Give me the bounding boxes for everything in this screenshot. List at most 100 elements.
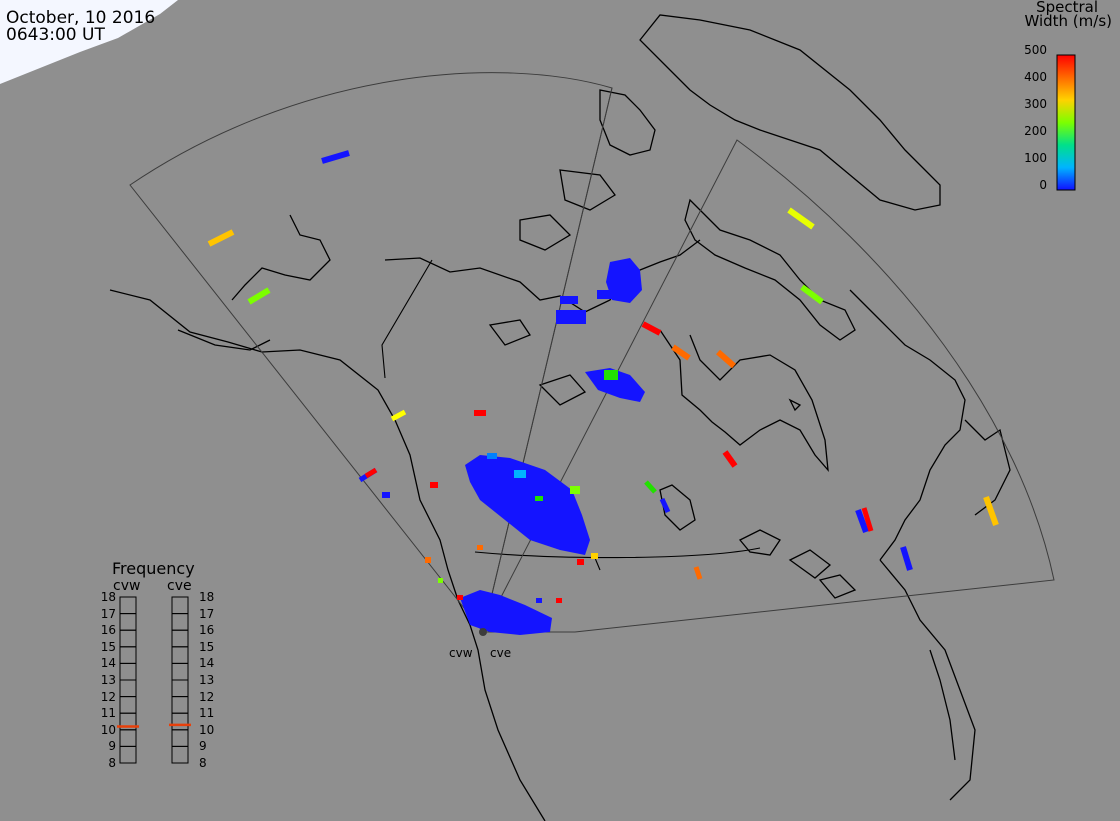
- freq-level-label: 11: [100, 706, 116, 721]
- echo-streak: [247, 287, 271, 305]
- radar-fov: [129, 72, 1055, 633]
- radar-site-cve-label: cve: [490, 646, 512, 660]
- colorbar-tick-label: 300: [1024, 97, 1047, 111]
- echo-streak: [671, 344, 691, 361]
- echo-streak: [641, 321, 662, 336]
- echo-streak: [364, 467, 378, 479]
- echo-cell: [536, 598, 542, 603]
- freq-cell-cve: [171, 745, 189, 764]
- echo-cell: [570, 486, 580, 494]
- echo-streak: [900, 546, 913, 571]
- echo-streak: [644, 480, 657, 494]
- freq-level-label: 11: [199, 706, 215, 721]
- freq-level-label: 8: [108, 756, 116, 770]
- freq-cell-cve: [171, 596, 189, 615]
- freq-level-label: 15: [199, 639, 215, 654]
- echo-cell: [474, 410, 486, 416]
- echo-cell: [477, 545, 483, 550]
- freq-cell-cve: [171, 662, 189, 681]
- echo-cell: [457, 595, 463, 600]
- echo-patch-mid: [585, 368, 645, 402]
- colorbar-tick-label: 0: [1039, 178, 1047, 192]
- echo-streak: [855, 508, 869, 534]
- freq-level-label: 9: [108, 739, 116, 754]
- date-label: October, 10 2016: [6, 8, 156, 28]
- freq-cell-cve: [171, 629, 189, 648]
- freq-cell-cve: [171, 613, 189, 631]
- freq-radar-cvw-label: cvw: [113, 578, 141, 594]
- radar-echoes: [207, 150, 999, 635]
- borders: [381, 259, 761, 571]
- echo-streak: [716, 349, 736, 369]
- freq-level-label: 17: [100, 606, 116, 621]
- echo-cell: [591, 553, 598, 559]
- echo-cell: [487, 453, 497, 459]
- frequency-panel: [117, 596, 191, 764]
- radar-site-marker: [479, 628, 487, 636]
- freq-cell-cvw: [119, 696, 137, 714]
- freq-cell-cve: [171, 679, 189, 698]
- echo-streak: [321, 150, 350, 164]
- freq-cell-cve: [171, 712, 189, 731]
- freq-level-label: 16: [100, 623, 116, 638]
- freq-cell-cvw: [119, 596, 137, 615]
- echo-cell: [514, 470, 526, 478]
- echo-cell: [382, 492, 390, 498]
- freq-cell-cvw: [119, 745, 137, 764]
- frequency-title: Frequency: [112, 559, 195, 578]
- freq-cell-cvw: [119, 629, 137, 648]
- freq-cell-cve: [171, 696, 189, 714]
- freq-cell-cve: [171, 646, 189, 664]
- echo-streak: [693, 566, 703, 580]
- echo-streak: [787, 207, 815, 230]
- freq-level-label: 13: [100, 673, 116, 687]
- freq-level-label: 18: [100, 590, 116, 604]
- echo-streak: [659, 497, 671, 514]
- freq-radar-cve-label: cve: [167, 578, 192, 594]
- colorbar: [1056, 54, 1076, 191]
- echo-cell: [556, 310, 586, 324]
- freq-level-label: 12: [100, 689, 116, 704]
- echo-patch-near: [460, 590, 552, 635]
- coastlines: [109, 14, 1011, 821]
- echo-cell: [560, 296, 578, 304]
- echo-streak: [207, 229, 235, 247]
- freq-cell-cvw: [119, 662, 137, 681]
- freq-cell-cvw: [119, 613, 137, 631]
- colorbar-tick-label: 200: [1024, 124, 1047, 138]
- freq-cell-cvw: [119, 729, 137, 747]
- echo-cell: [535, 496, 543, 501]
- echo-cell: [577, 559, 584, 565]
- colorbar-title-line1: Spectral: [1036, 0, 1098, 16]
- daylight-region: [0, 0, 178, 84]
- freq-cell-cve: [171, 729, 189, 747]
- echo-streak: [861, 507, 874, 532]
- echo-cell: [430, 482, 438, 488]
- echo-cell: [425, 557, 431, 563]
- freq-level-label: 8: [199, 756, 207, 770]
- echo-patch-main: [465, 455, 590, 555]
- freq-cell-cvw: [119, 679, 137, 698]
- colorbar-title-line2: Width (m/s): [1024, 12, 1112, 30]
- freq-level-label: 9: [199, 739, 207, 754]
- freq-level-label: 10: [199, 722, 215, 737]
- colorbar-tick-label: 100: [1024, 151, 1047, 165]
- freq-level-label: 10: [100, 722, 116, 737]
- echo-streak: [800, 284, 824, 305]
- echo-cell: [597, 290, 619, 299]
- time-label: 0643:00 UT: [6, 25, 105, 45]
- echo-cell: [556, 598, 562, 603]
- freq-level-label: 13: [199, 673, 215, 687]
- colorbar-gradient: [1056, 54, 1076, 191]
- freq-level-label: 16: [199, 623, 215, 638]
- freq-level-label: 18: [199, 590, 215, 604]
- colorbar-tick-label: 500: [1024, 43, 1047, 57]
- freq-level-label: 14: [199, 656, 215, 671]
- freq-level-label: 12: [199, 689, 215, 704]
- radar-site-cvw-label: cvw: [449, 646, 473, 660]
- freq-level-label: 14: [100, 656, 116, 671]
- freq-level-label: 17: [199, 606, 215, 621]
- echo-streak: [722, 450, 738, 468]
- echo-streak: [983, 495, 999, 527]
